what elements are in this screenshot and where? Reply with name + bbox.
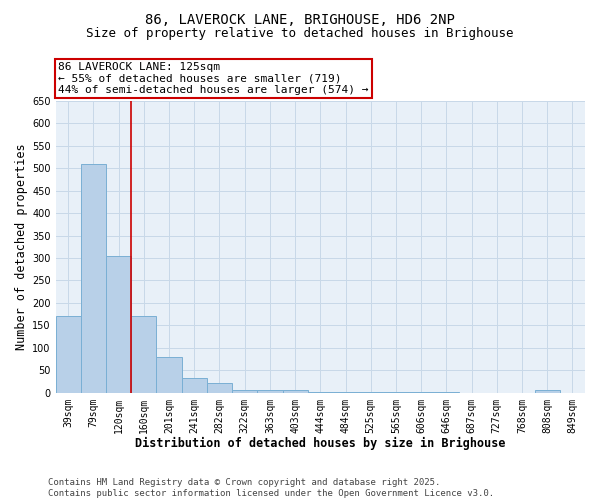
Text: Contains HM Land Registry data © Crown copyright and database right 2025.
Contai: Contains HM Land Registry data © Crown c… bbox=[48, 478, 494, 498]
Bar bbox=[207, 383, 232, 392]
X-axis label: Distribution of detached houses by size in Brighouse: Distribution of detached houses by size … bbox=[135, 437, 506, 450]
Bar bbox=[182, 378, 207, 392]
Y-axis label: Number of detached properties: Number of detached properties bbox=[15, 144, 28, 350]
Text: Size of property relative to detached houses in Brighouse: Size of property relative to detached ho… bbox=[86, 28, 514, 40]
Bar bbox=[283, 390, 308, 392]
Text: 86, LAVEROCK LANE, BRIGHOUSE, HD6 2NP: 86, LAVEROCK LANE, BRIGHOUSE, HD6 2NP bbox=[145, 12, 455, 26]
Bar bbox=[535, 390, 560, 392]
Bar bbox=[157, 356, 182, 392]
Bar bbox=[81, 164, 106, 392]
Bar bbox=[131, 316, 157, 392]
Text: 86 LAVEROCK LANE: 125sqm
← 55% of detached houses are smaller (719)
44% of semi-: 86 LAVEROCK LANE: 125sqm ← 55% of detach… bbox=[58, 62, 369, 95]
Bar bbox=[232, 390, 257, 392]
Bar bbox=[106, 256, 131, 392]
Bar bbox=[56, 316, 81, 392]
Bar bbox=[257, 390, 283, 392]
